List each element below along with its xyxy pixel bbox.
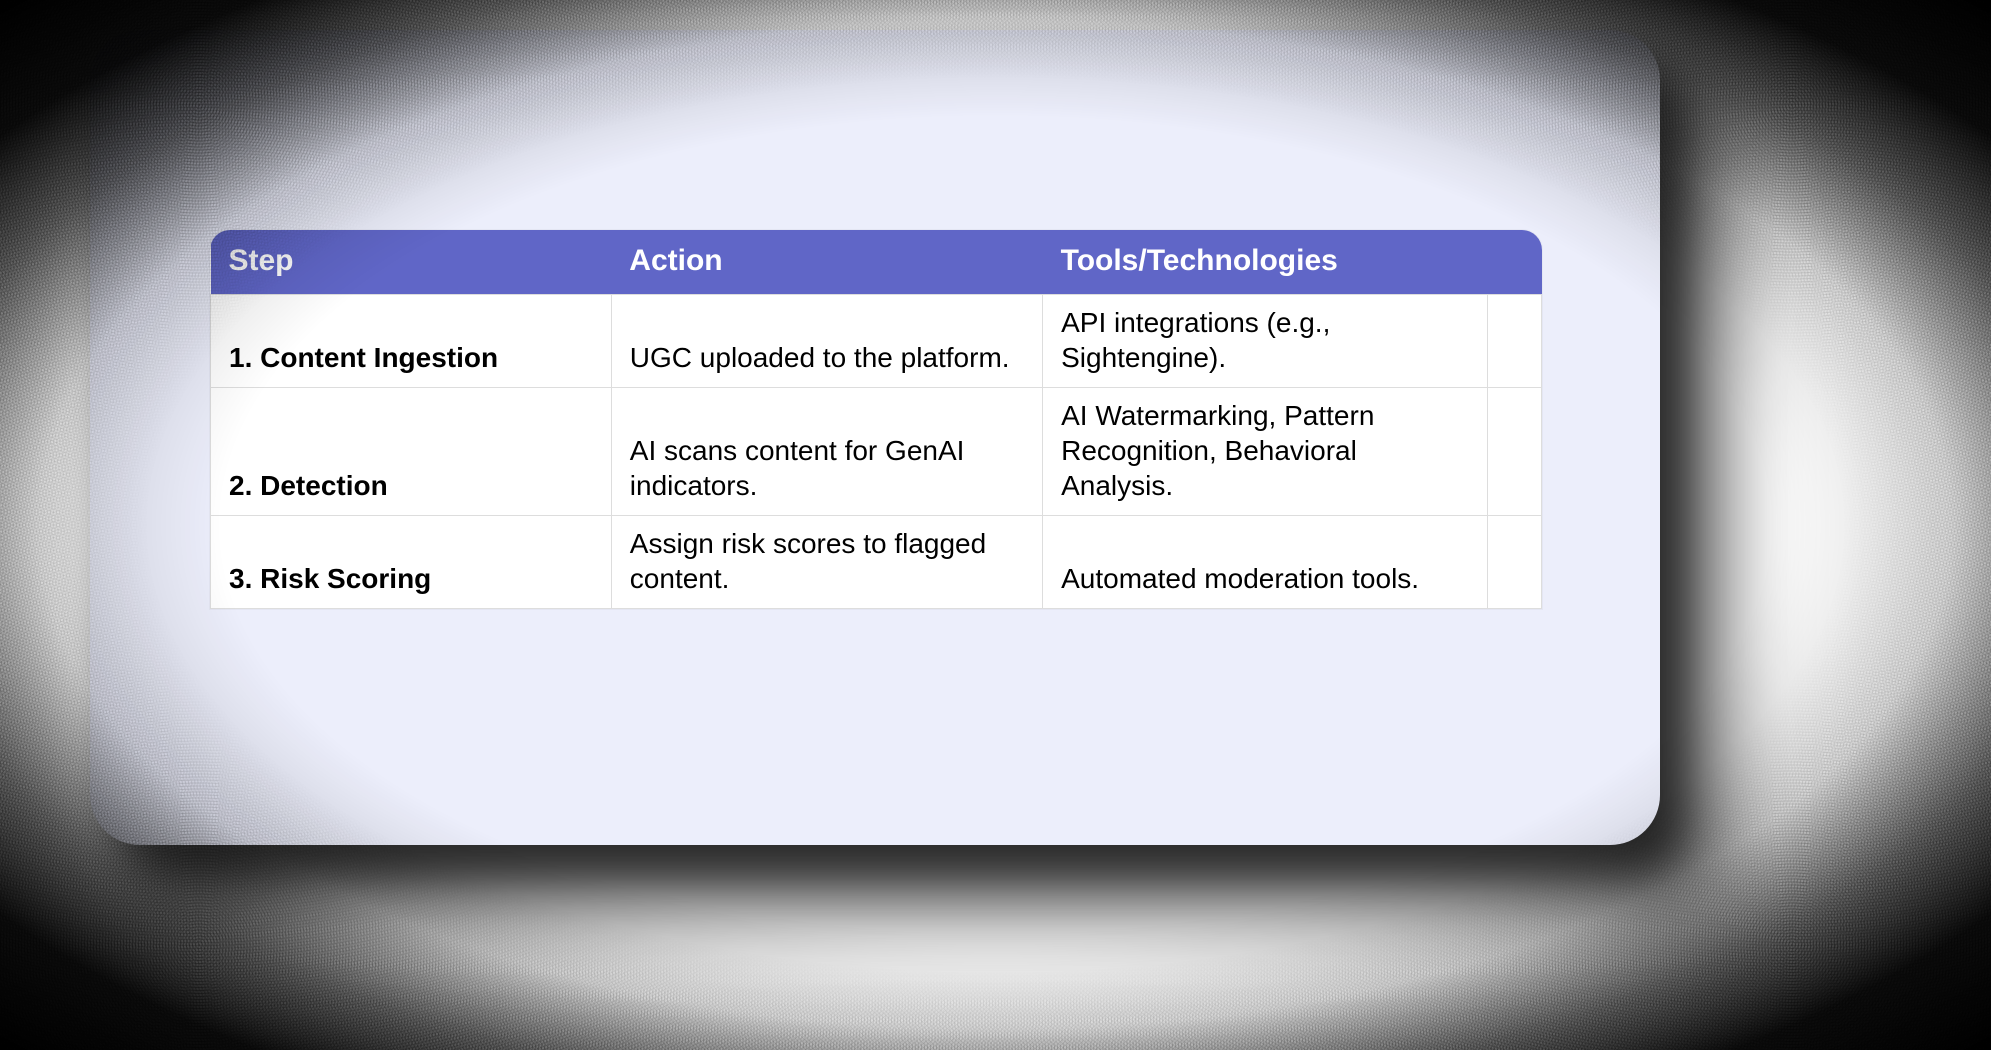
- content-card: Step Action Tools/Technologies 1. Conten…: [90, 30, 1660, 845]
- cell-tools: API integrations (e.g., Sightengine).: [1043, 294, 1488, 387]
- cell-step: 3. Risk Scoring: [211, 515, 612, 608]
- cell-tools: Automated moderation tools.: [1043, 515, 1488, 608]
- col-header-step: Step: [211, 230, 612, 294]
- table-row: 3. Risk Scoring Assign risk scores to fl…: [211, 515, 1542, 608]
- table-container: Step Action Tools/Technologies 1. Conten…: [210, 230, 1542, 609]
- cell-action: UGC uploaded to the platform.: [611, 294, 1042, 387]
- cell-step: 1. Content Ingestion: [211, 294, 612, 387]
- table-row: 2. Detection AI scans content for GenAI …: [211, 387, 1542, 515]
- col-header-action: Action: [611, 230, 1042, 294]
- cell-step: 2. Detection: [211, 387, 612, 515]
- cell-extra: [1488, 387, 1542, 515]
- cell-extra: [1488, 515, 1542, 608]
- cell-action: Assign risk scores to flagged content.: [611, 515, 1042, 608]
- col-header-tools: Tools/Technologies: [1043, 230, 1488, 294]
- cell-extra: [1488, 294, 1542, 387]
- table-header-row: Step Action Tools/Technologies: [211, 230, 1542, 294]
- workflow-table: Step Action Tools/Technologies 1. Conten…: [210, 230, 1542, 609]
- cell-tools: AI Watermarking, Pattern Recognition, Be…: [1043, 387, 1488, 515]
- cell-action: AI scans content for GenAI indicators.: [611, 387, 1042, 515]
- col-header-extra: [1488, 230, 1542, 294]
- table-row: 1. Content Ingestion UGC uploaded to the…: [211, 294, 1542, 387]
